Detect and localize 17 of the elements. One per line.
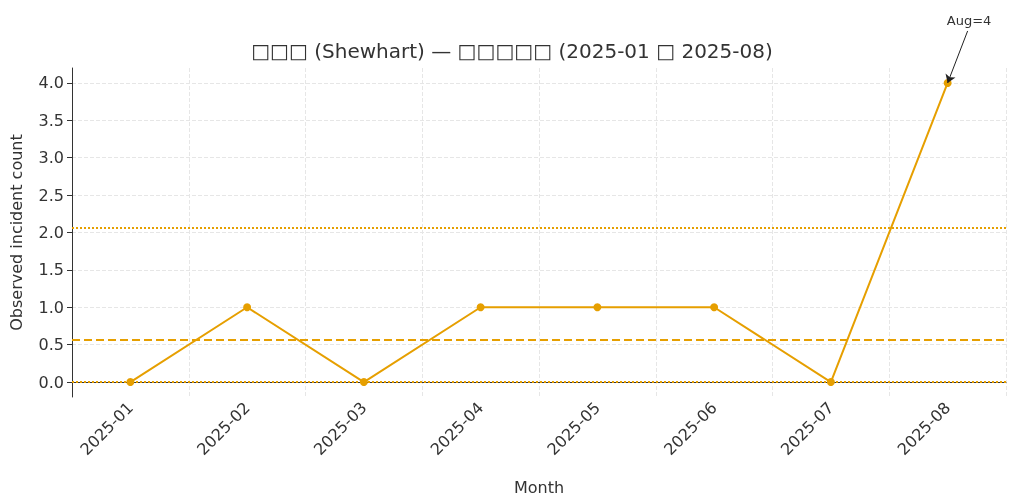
y-tick-label: 3.5 — [38, 110, 64, 130]
y-tick-label: 0.0 — [38, 372, 64, 392]
x-axis-title: Month — [513, 477, 565, 497]
annotation: Aug=4 — [946, 13, 992, 29]
y-tick-label: 2.0 — [38, 223, 64, 242]
y-tick-label: 3.0 — [38, 148, 64, 168]
y-tick-label: 4.0 — [38, 73, 64, 93]
point — [243, 303, 252, 312]
y-tick-label: 0.5 — [38, 335, 64, 355]
y-tick-label: 2.5 — [38, 185, 64, 205]
chart-title: □□□ (Shewhart) — □□□□□ (2025-01 □ 2025-08) — [251, 39, 773, 63]
y-axis-title: Observed incident count — [6, 134, 26, 331]
point — [710, 303, 719, 312]
y-tick-label: 1.0 — [38, 297, 64, 317]
point — [476, 303, 485, 312]
y-tick-label: 1.5 — [38, 260, 64, 280]
point — [593, 303, 602, 312]
